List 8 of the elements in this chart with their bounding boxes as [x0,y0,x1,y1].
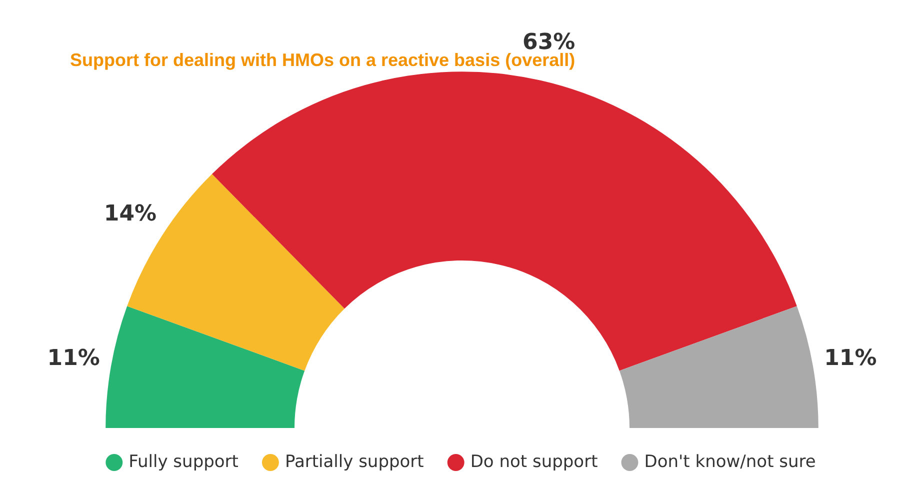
data-label: 11% [824,346,877,372]
legend-label: Don't know/not sure [644,452,816,472]
text: Support for dealing with HMOs on a reactive basis (overall) [70,50,576,70]
legend-label: Do not support [470,452,598,472]
legend-label: Partially support [284,452,424,472]
data-label: 14% [104,201,157,226]
legend-label: Fully support [128,452,239,472]
data-label: 11% [47,346,100,372]
